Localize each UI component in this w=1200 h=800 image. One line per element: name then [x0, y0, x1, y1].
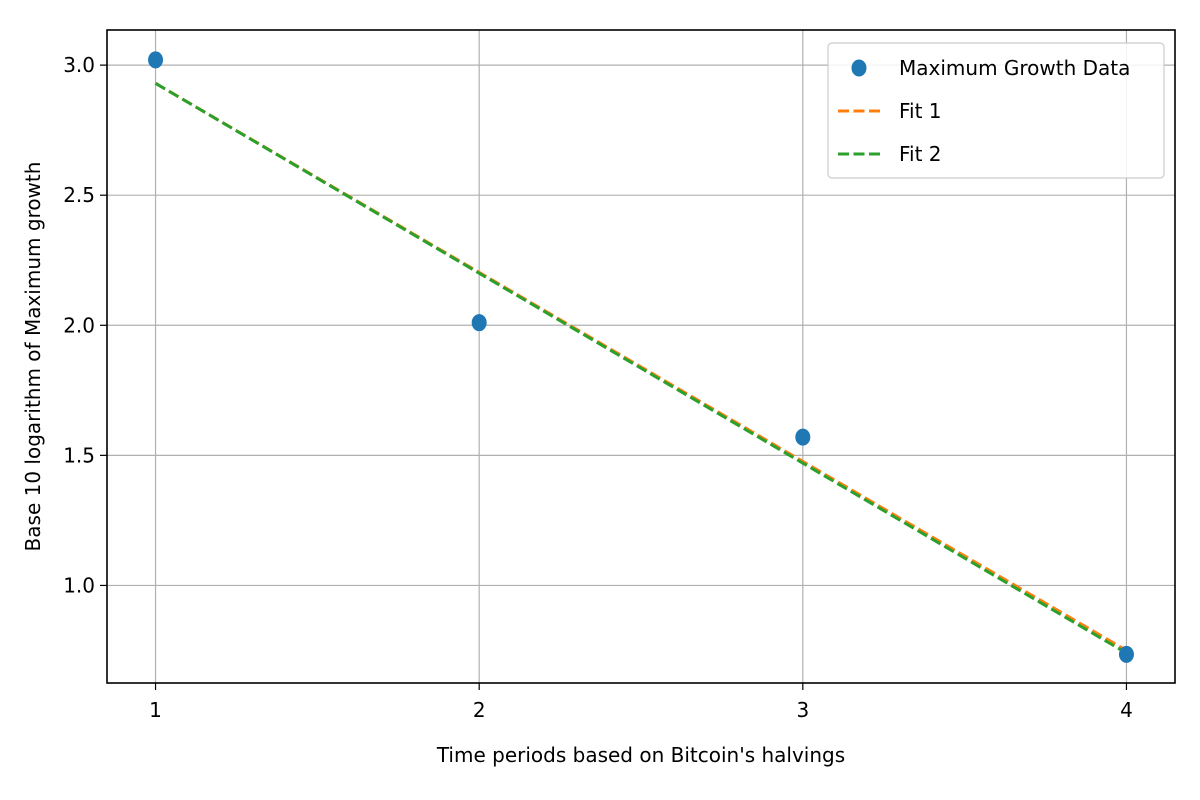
legend: Maximum Growth Data Fit 1 Fit 2	[827, 42, 1165, 179]
y-tick-label: 2.5	[63, 183, 95, 207]
y-tick-label: 2.0	[63, 313, 95, 337]
maximum-growth-data-point	[795, 428, 811, 446]
plot-frame	[106, 29, 1176, 684]
y-axis-label: Base 10 logarithm of Maximum growth	[21, 162, 45, 552]
legend-label-maximum-growth-data: Maximum Growth Data	[899, 56, 1130, 80]
fit-2-line	[154, 82, 1128, 655]
x-tick-label: 1	[149, 698, 162, 722]
x-tick-label: 3	[796, 698, 809, 722]
maximum-growth-data-point	[148, 51, 164, 69]
plot-series	[148, 51, 1134, 663]
legend-label-fit-1: Fit 1	[899, 99, 942, 123]
y-tick-label: 1.0	[63, 573, 95, 597]
y-tick-label: 3.0	[63, 53, 95, 77]
x-tick-label: 2	[473, 698, 486, 722]
legend-marker-maximum-growth-data	[851, 59, 867, 77]
maximum-growth-data-point	[1118, 645, 1134, 663]
x-tick-label: 4	[1120, 698, 1133, 722]
x-axis-label: Time periods based on Bitcoin's halvings	[436, 743, 845, 767]
legend-label-fit-2: Fit 2	[899, 142, 942, 166]
legend-box	[827, 42, 1165, 179]
y-tick-label: 1.5	[63, 443, 95, 467]
axis-ticks: 1 2 3 4 1.0 1.5 2.0 2.5 3.0	[63, 53, 1133, 722]
maximum-growth-data-point	[471, 314, 487, 332]
